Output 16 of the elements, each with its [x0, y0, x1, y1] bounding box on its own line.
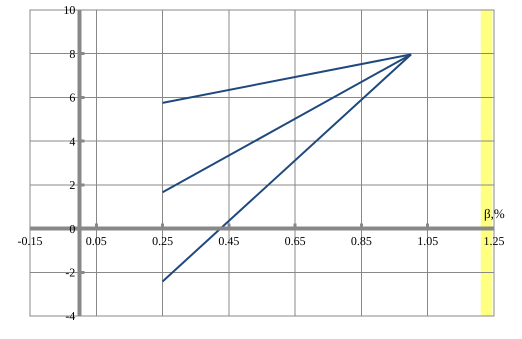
x-tick-label: -0.15	[18, 234, 42, 248]
x-tick-label: 0.05	[86, 234, 107, 248]
x-tick-label: 1.05	[417, 234, 438, 248]
x-tick-label: 0.65	[284, 234, 306, 248]
y-tick-label: -4	[65, 309, 76, 324]
y-tick-label: 6	[69, 90, 76, 105]
y-tick-label: 2	[69, 178, 76, 192]
x-axis-title: β,%	[484, 206, 505, 221]
x-tick-label: 0.45	[218, 234, 240, 248]
y-tick-label: -2	[65, 265, 76, 280]
y-tick-label: 10	[63, 3, 76, 18]
x-tick-label: 1.25	[484, 234, 504, 248]
y-tick-label: 4	[69, 134, 76, 148]
x-tick-label: 0.85	[350, 234, 372, 248]
x-tick-label: 0.25	[152, 234, 174, 248]
y-tick-label: 8	[69, 46, 76, 61]
